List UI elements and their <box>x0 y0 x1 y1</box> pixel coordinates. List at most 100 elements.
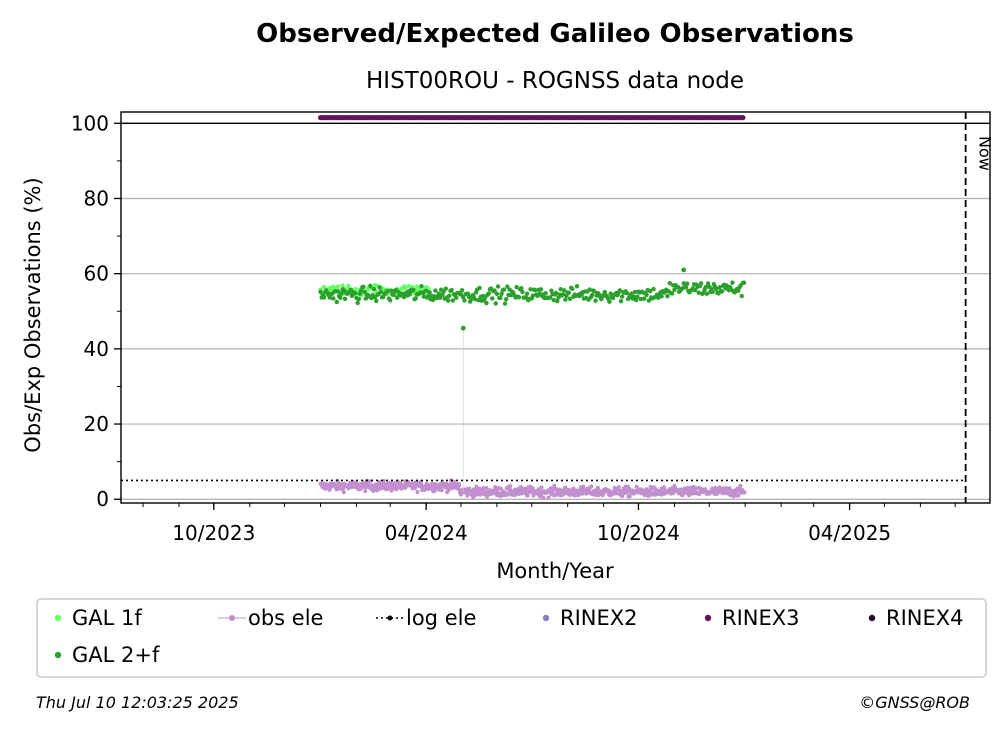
gal-2f-point <box>519 286 524 291</box>
obs-ele-point <box>727 486 732 491</box>
legend-marker <box>868 614 876 622</box>
gal-2f-point <box>618 298 624 304</box>
gal-2f-point <box>629 291 634 296</box>
obs-ele-point <box>627 494 632 499</box>
obs-ele-point <box>678 487 683 492</box>
obs-ele-point <box>525 493 530 498</box>
gal-2f-point <box>710 289 715 294</box>
gal-2f-point <box>476 297 481 303</box>
gal-1f-point <box>414 284 420 289</box>
gal-2f-point <box>520 289 525 295</box>
gal-2f-point <box>516 295 522 300</box>
gal-2f-point <box>551 297 556 303</box>
obs-ele-point <box>561 492 566 497</box>
gal-2f-point <box>560 292 566 297</box>
now-label: Now <box>976 136 995 171</box>
gal-1f-point <box>335 284 341 289</box>
gal-2f-point <box>445 298 451 303</box>
gal-2f-point <box>342 296 348 302</box>
obs-ele-point <box>648 488 653 493</box>
gal-2f-point <box>421 294 427 299</box>
gal-2f-point <box>413 296 418 301</box>
x-tick-label: 10/2023 <box>172 521 255 545</box>
obs-ele-point <box>614 491 619 496</box>
gal-2f-point <box>477 285 482 291</box>
obs-ele-point <box>589 484 594 489</box>
legend-label: GAL 2+f <box>72 643 160 667</box>
y-tick-label: 0 <box>96 487 109 511</box>
gal-2f-point <box>454 295 459 300</box>
gal-2f-point <box>514 284 519 290</box>
gal-2f-point <box>459 288 465 293</box>
gal-1f-point <box>340 283 345 288</box>
x-tick-label: 10/2024 <box>597 521 680 545</box>
gal-2f-outlier <box>681 267 687 273</box>
gal-2f-point <box>741 280 747 285</box>
gal-2f-point <box>339 291 344 296</box>
gal-2f-point <box>587 287 592 292</box>
gal-2f-point <box>570 286 575 291</box>
legend-label: GAL 1f <box>72 606 142 630</box>
gal-2f-point <box>361 284 366 290</box>
gal-2f-point <box>667 280 672 286</box>
gal-2f-point <box>419 284 424 289</box>
legend-marker <box>542 614 550 622</box>
obs-ele-point <box>398 481 403 486</box>
gal-2f-point <box>498 295 503 300</box>
gal-2f-point <box>642 296 647 301</box>
legend-marker <box>704 614 712 622</box>
x-tick-label: 04/2025 <box>808 521 891 545</box>
gal-2f-point <box>443 286 449 291</box>
gal-2f-point <box>717 285 722 290</box>
legend-label: log ele <box>406 606 476 630</box>
obs-ele-point <box>363 489 368 494</box>
gal-2f-point <box>602 289 608 295</box>
gal-2f-point <box>492 288 497 293</box>
obs-ele-point <box>552 483 557 488</box>
obs-ele-point <box>595 485 600 490</box>
plot-frame <box>120 111 991 504</box>
legend-label: RINEX4 <box>886 606 964 630</box>
obs-ele-point <box>439 488 444 493</box>
gal-2f-point <box>693 287 698 293</box>
gal-2f-point <box>436 291 442 296</box>
gal-2f-point <box>401 294 407 300</box>
x-axis-label: Month/Year <box>496 559 614 583</box>
gal-2f-point <box>553 290 559 296</box>
gal-2f-point <box>607 299 612 304</box>
gal-2f-point <box>396 289 401 295</box>
gal-2f-point <box>371 286 377 292</box>
gal-2f-point <box>566 290 572 295</box>
gal-2f-point <box>563 297 568 302</box>
obs-ele-point <box>736 493 741 498</box>
gal-2f-point <box>620 294 625 299</box>
obs-ele-point <box>481 485 486 490</box>
gal-2f-point <box>318 289 323 295</box>
obs-ele-point <box>693 486 698 491</box>
gal-2f-point <box>558 287 563 292</box>
obs-ele-point <box>546 495 551 500</box>
obs-ele-point <box>607 488 612 493</box>
gal-2f-point <box>389 288 394 293</box>
gal-2f-point <box>334 299 339 305</box>
obs-ele-point <box>616 485 621 490</box>
gal-1f-point <box>403 285 408 291</box>
gal-1f-point <box>353 286 358 292</box>
gal-2f-point <box>532 287 538 293</box>
gal-2f-point <box>430 297 436 303</box>
gal-1f-point <box>346 283 351 289</box>
y-tick-label: 20 <box>84 412 109 436</box>
chart-title: Observed/Expected Galileo Observations <box>256 19 854 49</box>
gal-2f-point <box>493 301 498 306</box>
gal-2f-point <box>353 291 358 296</box>
gal-2f-point <box>651 286 656 292</box>
gal-2f-point <box>391 292 396 297</box>
obs-ele-point <box>457 482 462 487</box>
gal-2f-point <box>462 298 467 303</box>
gal-2f-point <box>484 300 489 306</box>
legend-box <box>36 598 987 678</box>
gal-2f-point <box>631 294 637 300</box>
gal-2f-point <box>669 291 675 296</box>
gal-2f-point <box>335 289 341 294</box>
